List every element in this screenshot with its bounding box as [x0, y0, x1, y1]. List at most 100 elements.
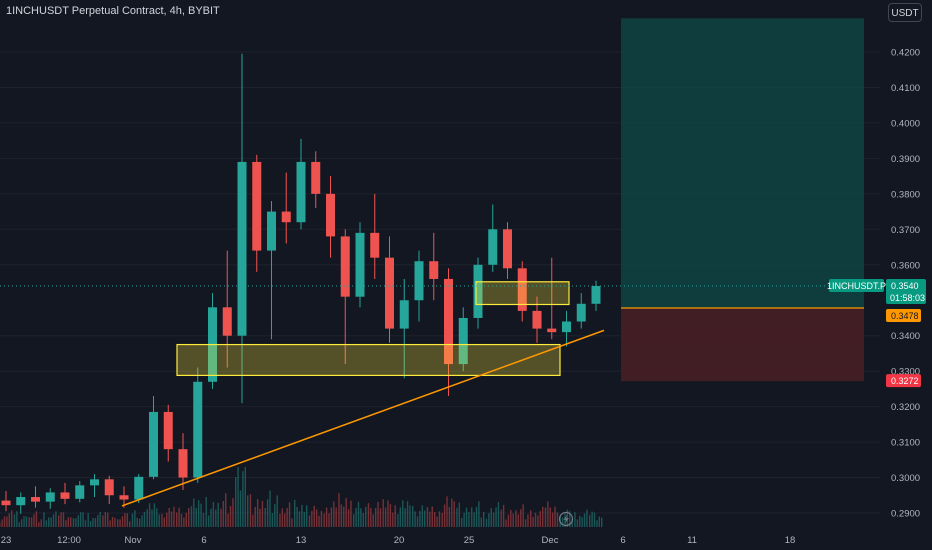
- volume-bar: [48, 517, 50, 527]
- volume-bar: [547, 501, 549, 527]
- volume-bar: [343, 506, 345, 527]
- volume-bar: [207, 515, 210, 527]
- volume-bar: [1, 519, 3, 527]
- volume-bar: [229, 505, 232, 527]
- volume-bar: [433, 512, 436, 527]
- volume-bar: [148, 503, 151, 527]
- volume-bar: [574, 512, 576, 527]
- volume-bar: [431, 506, 433, 527]
- volume-bar: [20, 519, 23, 527]
- volume-bar: [330, 507, 333, 527]
- volume-bar: [33, 514, 35, 527]
- volume-bar: [384, 507, 387, 527]
- volume-bar: [8, 513, 10, 527]
- volume-bar: [178, 507, 180, 527]
- profit-target-area[interactable]: [621, 18, 864, 309]
- price-tick-label: 0.4200: [891, 48, 920, 59]
- long-position-tool[interactable]: [621, 18, 864, 382]
- candle: [562, 310, 571, 347]
- volume-bar: [554, 506, 556, 527]
- volume-bar: [456, 507, 458, 527]
- volume-bar: [406, 501, 409, 527]
- candle-body: [444, 278, 453, 365]
- volume-bar: [520, 509, 522, 527]
- volume-bar: [126, 513, 128, 527]
- volume-bar: [271, 513, 274, 527]
- grid: [0, 51, 880, 514]
- candle: [429, 232, 439, 301]
- volume-bar: [176, 512, 178, 527]
- candle-body: [591, 286, 601, 304]
- candle-body: [414, 261, 424, 301]
- volume-bar: [227, 513, 229, 527]
- candle: [385, 236, 394, 343]
- price-axis[interactable]: 0.4200 0.4100 0.4000 0.3900 0.3800 0.3700 0.36…: [891, 48, 920, 520]
- candle-body: [90, 479, 99, 486]
- time-axis[interactable]: 23 12:00 Nov 6 13 20 25 Dec 6 11 18: [1, 535, 796, 546]
- candle: [193, 367, 203, 483]
- candle-body: [267, 211, 276, 251]
- replay-icon[interactable]: [558, 511, 574, 527]
- volume-bar: [43, 512, 45, 527]
- volume-bar: [453, 501, 455, 527]
- volume-bar: [485, 518, 488, 527]
- volume-bar: [109, 520, 111, 527]
- candle-body: [134, 476, 144, 500]
- volume-bar: [11, 510, 13, 527]
- volume-bar: [458, 502, 461, 527]
- candle: [163, 404, 173, 462]
- candle-body: [562, 321, 571, 333]
- volume-bar: [377, 501, 379, 527]
- volume-bar: [235, 477, 237, 527]
- volume-bar: [79, 512, 82, 527]
- volume-bar: [551, 512, 554, 527]
- volume-bar: [537, 515, 539, 527]
- volume-bar: [70, 517, 72, 527]
- volume-bar: [532, 517, 534, 527]
- volume-bar: [463, 512, 465, 527]
- volume-bar: [451, 498, 453, 527]
- candle-body: [547, 328, 557, 333]
- candle: [90, 473, 99, 498]
- volume-bar: [18, 522, 20, 527]
- resistance-zone[interactable]: [475, 281, 570, 306]
- volume-bar: [266, 499, 269, 527]
- volume-bar: [308, 515, 311, 527]
- candle: [326, 176, 335, 258]
- time-tick-label: 20: [394, 535, 405, 546]
- candle: [104, 475, 114, 505]
- volume-bar: [338, 493, 340, 527]
- volume-bar: [446, 496, 448, 527]
- volume-bar: [345, 498, 347, 527]
- volume-bar: [306, 505, 308, 527]
- volume-bar: [97, 515, 99, 527]
- volume-bar: [335, 507, 337, 527]
- candle: [517, 261, 527, 322]
- candle-body: [193, 381, 203, 478]
- price-tick-label: 0.3800: [891, 189, 920, 200]
- candle: [149, 395, 158, 480]
- volume-bar: [443, 504, 446, 527]
- trendline[interactable]: [121, 329, 605, 507]
- time-tick-label: 11: [687, 535, 697, 546]
- volume-bar: [99, 511, 101, 527]
- volume-bar: [461, 517, 463, 527]
- volume-bar: [163, 517, 166, 527]
- candle-body: [60, 492, 70, 499]
- volume-bar: [114, 517, 116, 527]
- candle-body: [1, 500, 11, 506]
- volume-bar: [497, 502, 500, 527]
- volume-bar: [448, 506, 451, 527]
- stop-loss-area[interactable]: [621, 308, 864, 382]
- volume-bar: [549, 507, 551, 527]
- currency-button[interactable]: USDT: [888, 3, 922, 22]
- volume-bar: [571, 518, 573, 527]
- support-zone[interactable]: [176, 343, 561, 377]
- volume-bar: [502, 504, 505, 527]
- volume-bar: [242, 471, 244, 527]
- volume-bar: [313, 505, 315, 527]
- volume-bar: [156, 508, 158, 527]
- volume-bar: [124, 513, 126, 527]
- volume-bar: [67, 517, 69, 527]
